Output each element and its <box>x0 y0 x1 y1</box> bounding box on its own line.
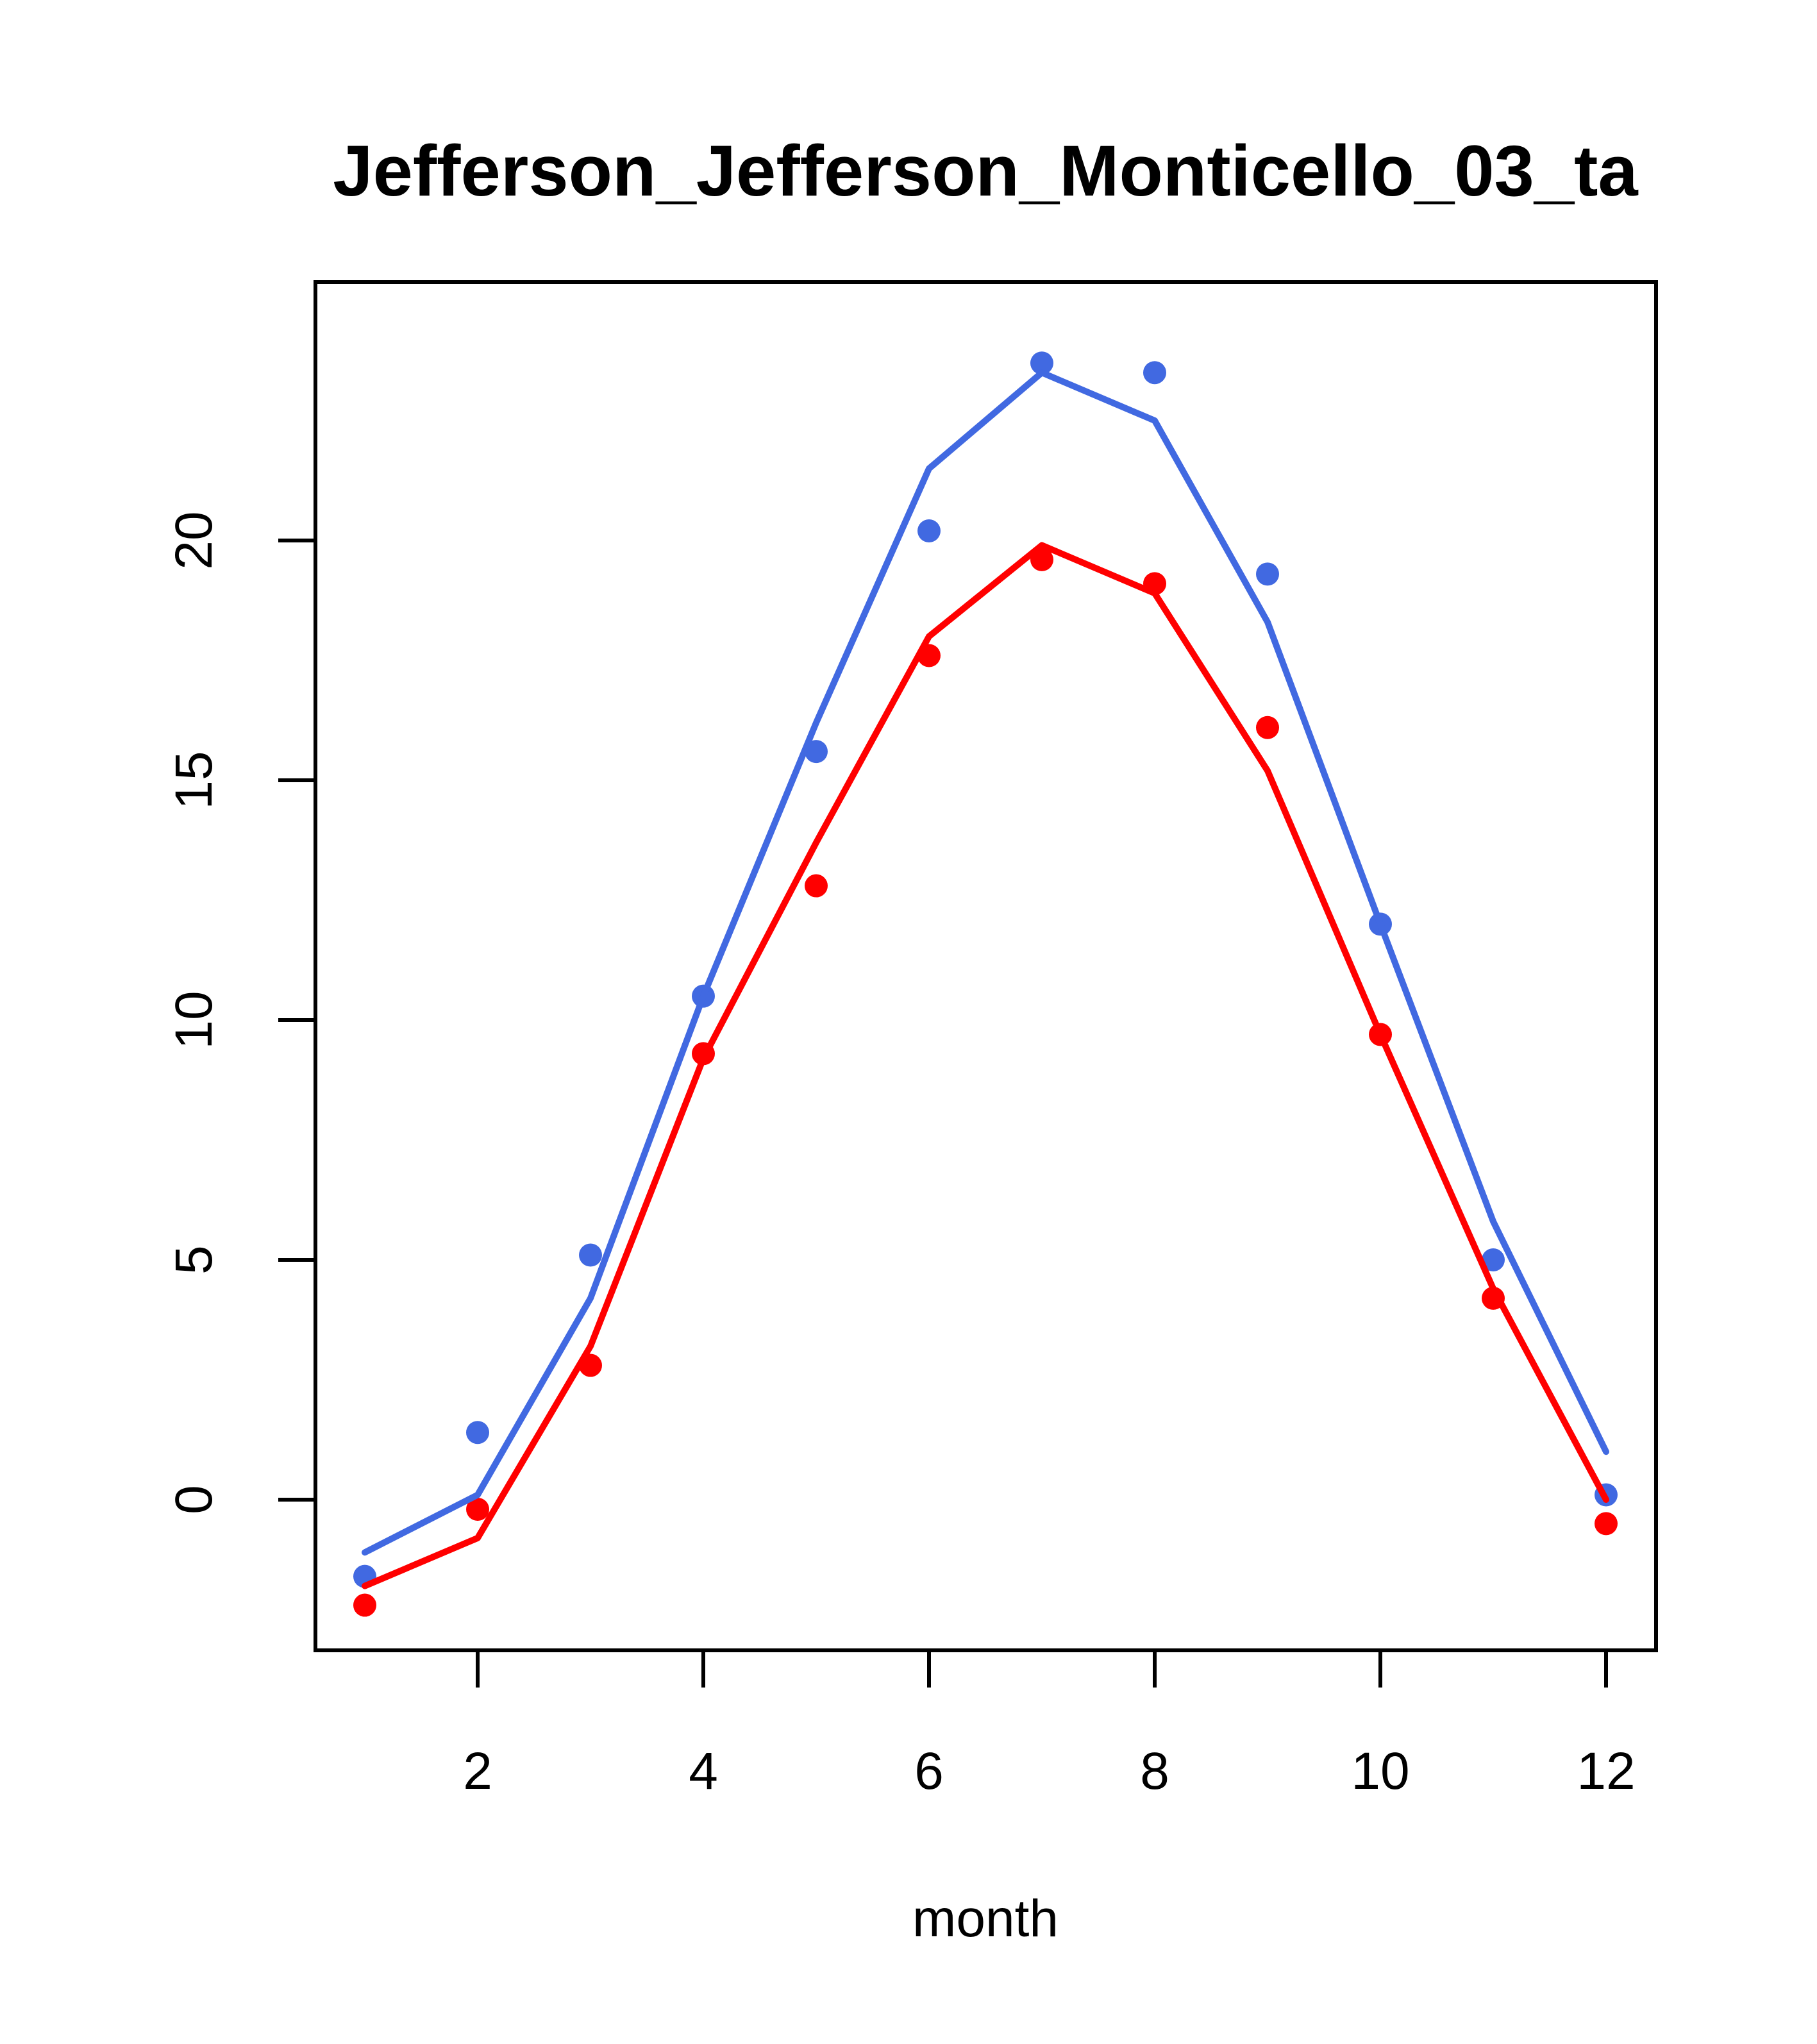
y-tick-label: 20 <box>165 511 223 569</box>
red-points-point <box>1256 716 1279 739</box>
y-tick-label: 10 <box>165 991 223 1049</box>
red-fit-line-series <box>362 542 1609 1589</box>
red-points-point <box>805 874 828 898</box>
x-tick-label: 4 <box>689 1742 718 1800</box>
blue-points-point <box>1030 351 1053 375</box>
x-tick-label: 12 <box>1577 1742 1635 1800</box>
blue-points-point <box>1482 1248 1505 1271</box>
x-axis-title: month <box>912 1889 1059 1948</box>
red-points-point <box>466 1497 489 1521</box>
red-points-series <box>353 548 1618 1617</box>
x-tick-label: 6 <box>914 1742 944 1800</box>
x-tick-label: 10 <box>1351 1742 1409 1800</box>
chart-title: Jefferson_Jefferson_Monticello_03_ta <box>333 131 1638 211</box>
blue-points-series <box>353 351 1618 1588</box>
blue-points-point <box>579 1243 602 1267</box>
blue-fit-line <box>362 369 1609 1556</box>
y-tick-label: 15 <box>165 751 223 809</box>
y-tick-label: 5 <box>165 1245 223 1275</box>
red-points-point <box>1595 1512 1618 1536</box>
plot-box <box>314 280 1658 1652</box>
red-fit-line <box>362 542 1609 1589</box>
y-axis: 0 5 10 15 20 <box>165 511 315 1514</box>
red-points-point <box>353 1593 376 1617</box>
x-tick-label: 8 <box>1140 1742 1169 1800</box>
x-axis: 2 4 6 8 10 12 <box>463 1650 1636 1800</box>
series-layer <box>353 351 1618 1617</box>
blue-points-point <box>1256 562 1279 586</box>
x-tick-label: 2 <box>463 1742 492 1800</box>
y-tick-label: 0 <box>165 1485 223 1514</box>
blue-points-point <box>1143 361 1166 385</box>
blue-points-point <box>466 1421 489 1445</box>
blue-points-point <box>917 519 941 543</box>
blue-points-point <box>805 740 828 764</box>
blue-fit-line-series <box>362 369 1609 1556</box>
